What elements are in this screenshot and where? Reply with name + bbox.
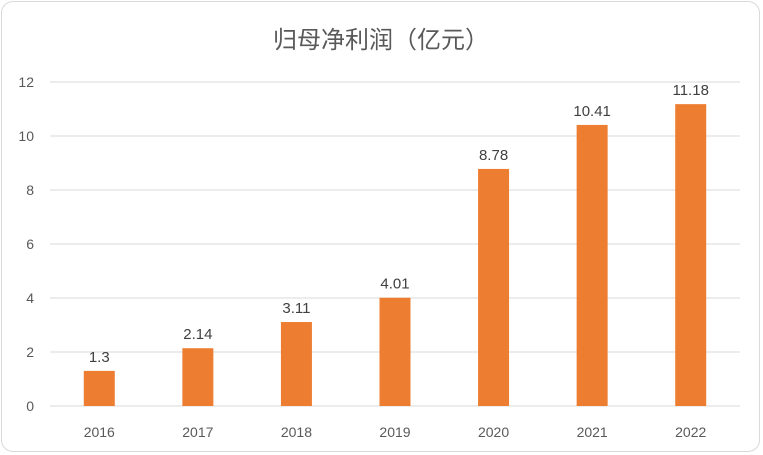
y-tick-label: 6 [26, 236, 34, 252]
x-axis-ticks: 2016 2017 2018 2019 2020 2021 2022 [84, 424, 707, 440]
x-tick-label: 2021 [577, 424, 608, 440]
data-label: 2.14 [183, 326, 212, 343]
bars [83, 104, 707, 407]
data-label: 10.41 [573, 103, 611, 120]
y-tick-label: 4 [26, 290, 34, 306]
y-axis-ticks: 0 2 4 6 8 10 12 [18, 74, 34, 414]
y-tick-label: 2 [26, 344, 34, 360]
data-label: 8.78 [479, 147, 508, 164]
x-tick-label: 2018 [281, 424, 312, 440]
x-tick-label: 2019 [379, 424, 410, 440]
data-label: 1.3 [89, 349, 110, 366]
data-labels: 1.3 2.14 3.11 4.01 8.78 10.41 11.18 [89, 82, 709, 366]
bar [478, 168, 510, 406]
data-label: 4.01 [380, 276, 409, 293]
bar [182, 348, 214, 406]
bar [280, 322, 312, 406]
y-tick-label: 0 [26, 398, 34, 414]
x-tick-label: 2017 [182, 424, 213, 440]
x-tick-label: 2020 [478, 424, 509, 440]
data-label: 3.11 [282, 300, 310, 317]
bar [379, 297, 411, 406]
y-tick-label: 12 [18, 74, 34, 90]
gridlines [50, 81, 740, 407]
bar [675, 104, 707, 406]
bar [83, 370, 115, 406]
x-tick-label: 2022 [675, 424, 706, 440]
y-tick-label: 8 [26, 182, 34, 198]
data-label: 11.18 [672, 82, 708, 99]
x-tick-label: 2016 [84, 424, 115, 440]
y-tick-label: 10 [18, 128, 34, 144]
chart-title: 归母净利润（亿元） [273, 26, 489, 54]
bar [576, 124, 608, 407]
